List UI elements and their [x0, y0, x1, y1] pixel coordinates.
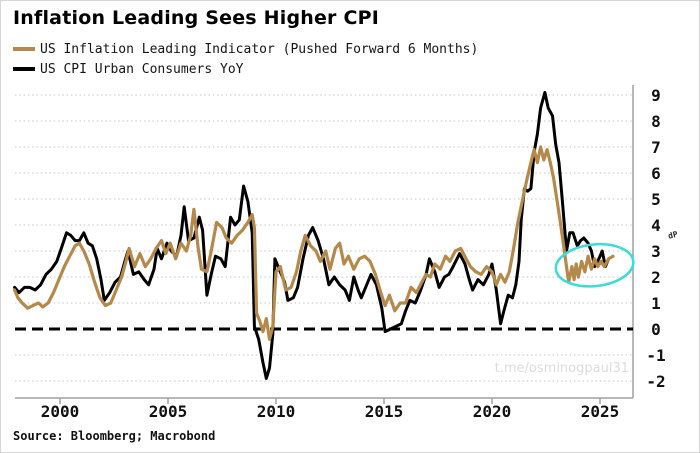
- y-tick-label-0: 0: [651, 320, 661, 339]
- y-tick-label-2: 2: [651, 268, 661, 287]
- x-tick-label-2015: 2015: [365, 402, 404, 421]
- gridlines: [15, 94, 633, 382]
- x-tick-label-2020: 2020: [473, 402, 512, 421]
- y-tick-label-6: 6: [651, 164, 661, 183]
- cursor-glyph: dP: [667, 230, 679, 241]
- y-tick-label--2: -2: [646, 372, 665, 391]
- axis-frame: [15, 85, 634, 399]
- y-tick-label-3: 3: [651, 242, 661, 261]
- leading-indicator-line: [13, 145, 615, 341]
- x-tick-label-2025: 2025: [581, 402, 620, 421]
- y-axis-labels: 9 8 7 6 5 4 3 2 1 0 -1 -2: [646, 86, 665, 391]
- cpi-yoy-line: [13, 90, 611, 380]
- page-title: Inflation Leading Sees Higher CPI: [13, 7, 379, 29]
- legend-label-cpi: US CPI Urban Consumers YoY: [40, 61, 244, 77]
- x-tick-label-2005: 2005: [149, 402, 188, 421]
- x-axis-ticks: [59, 398, 601, 404]
- series-lines: [13, 90, 615, 380]
- y-tick-label-8: 8: [651, 112, 661, 131]
- y-tick-label-5: 5: [651, 190, 661, 209]
- legend-item-leading-indicator: US Inflation Leading Indicator (Pushed F…: [13, 39, 478, 59]
- x-tick-label-2010: 2010: [257, 402, 296, 421]
- legend-swatch-black: [13, 67, 35, 71]
- x-axis-labels: 2000 2005 2010 2015 2020 2025: [41, 402, 620, 421]
- highlight-ellipse: [554, 242, 635, 288]
- legend: US Inflation Leading Indicator (Pushed F…: [13, 39, 478, 79]
- x-tick-label-2000: 2000: [41, 402, 80, 421]
- y-tick-label-7: 7: [651, 138, 661, 157]
- y-tick-label--1: -1: [646, 346, 665, 365]
- legend-swatch-tan: [13, 47, 35, 51]
- y-tick-label-4: 4: [651, 216, 661, 235]
- legend-label-leading-indicator: US Inflation Leading Indicator (Pushed F…: [40, 41, 479, 57]
- y-tick-label-1: 1: [651, 294, 661, 313]
- watermark: t.me/osminogpaul31: [495, 361, 629, 376]
- source-note: Source: Bloomberg; Macrobond: [13, 429, 216, 443]
- y-tick-label-9: 9: [651, 86, 661, 105]
- legend-item-cpi: US CPI Urban Consumers YoY: [13, 59, 478, 79]
